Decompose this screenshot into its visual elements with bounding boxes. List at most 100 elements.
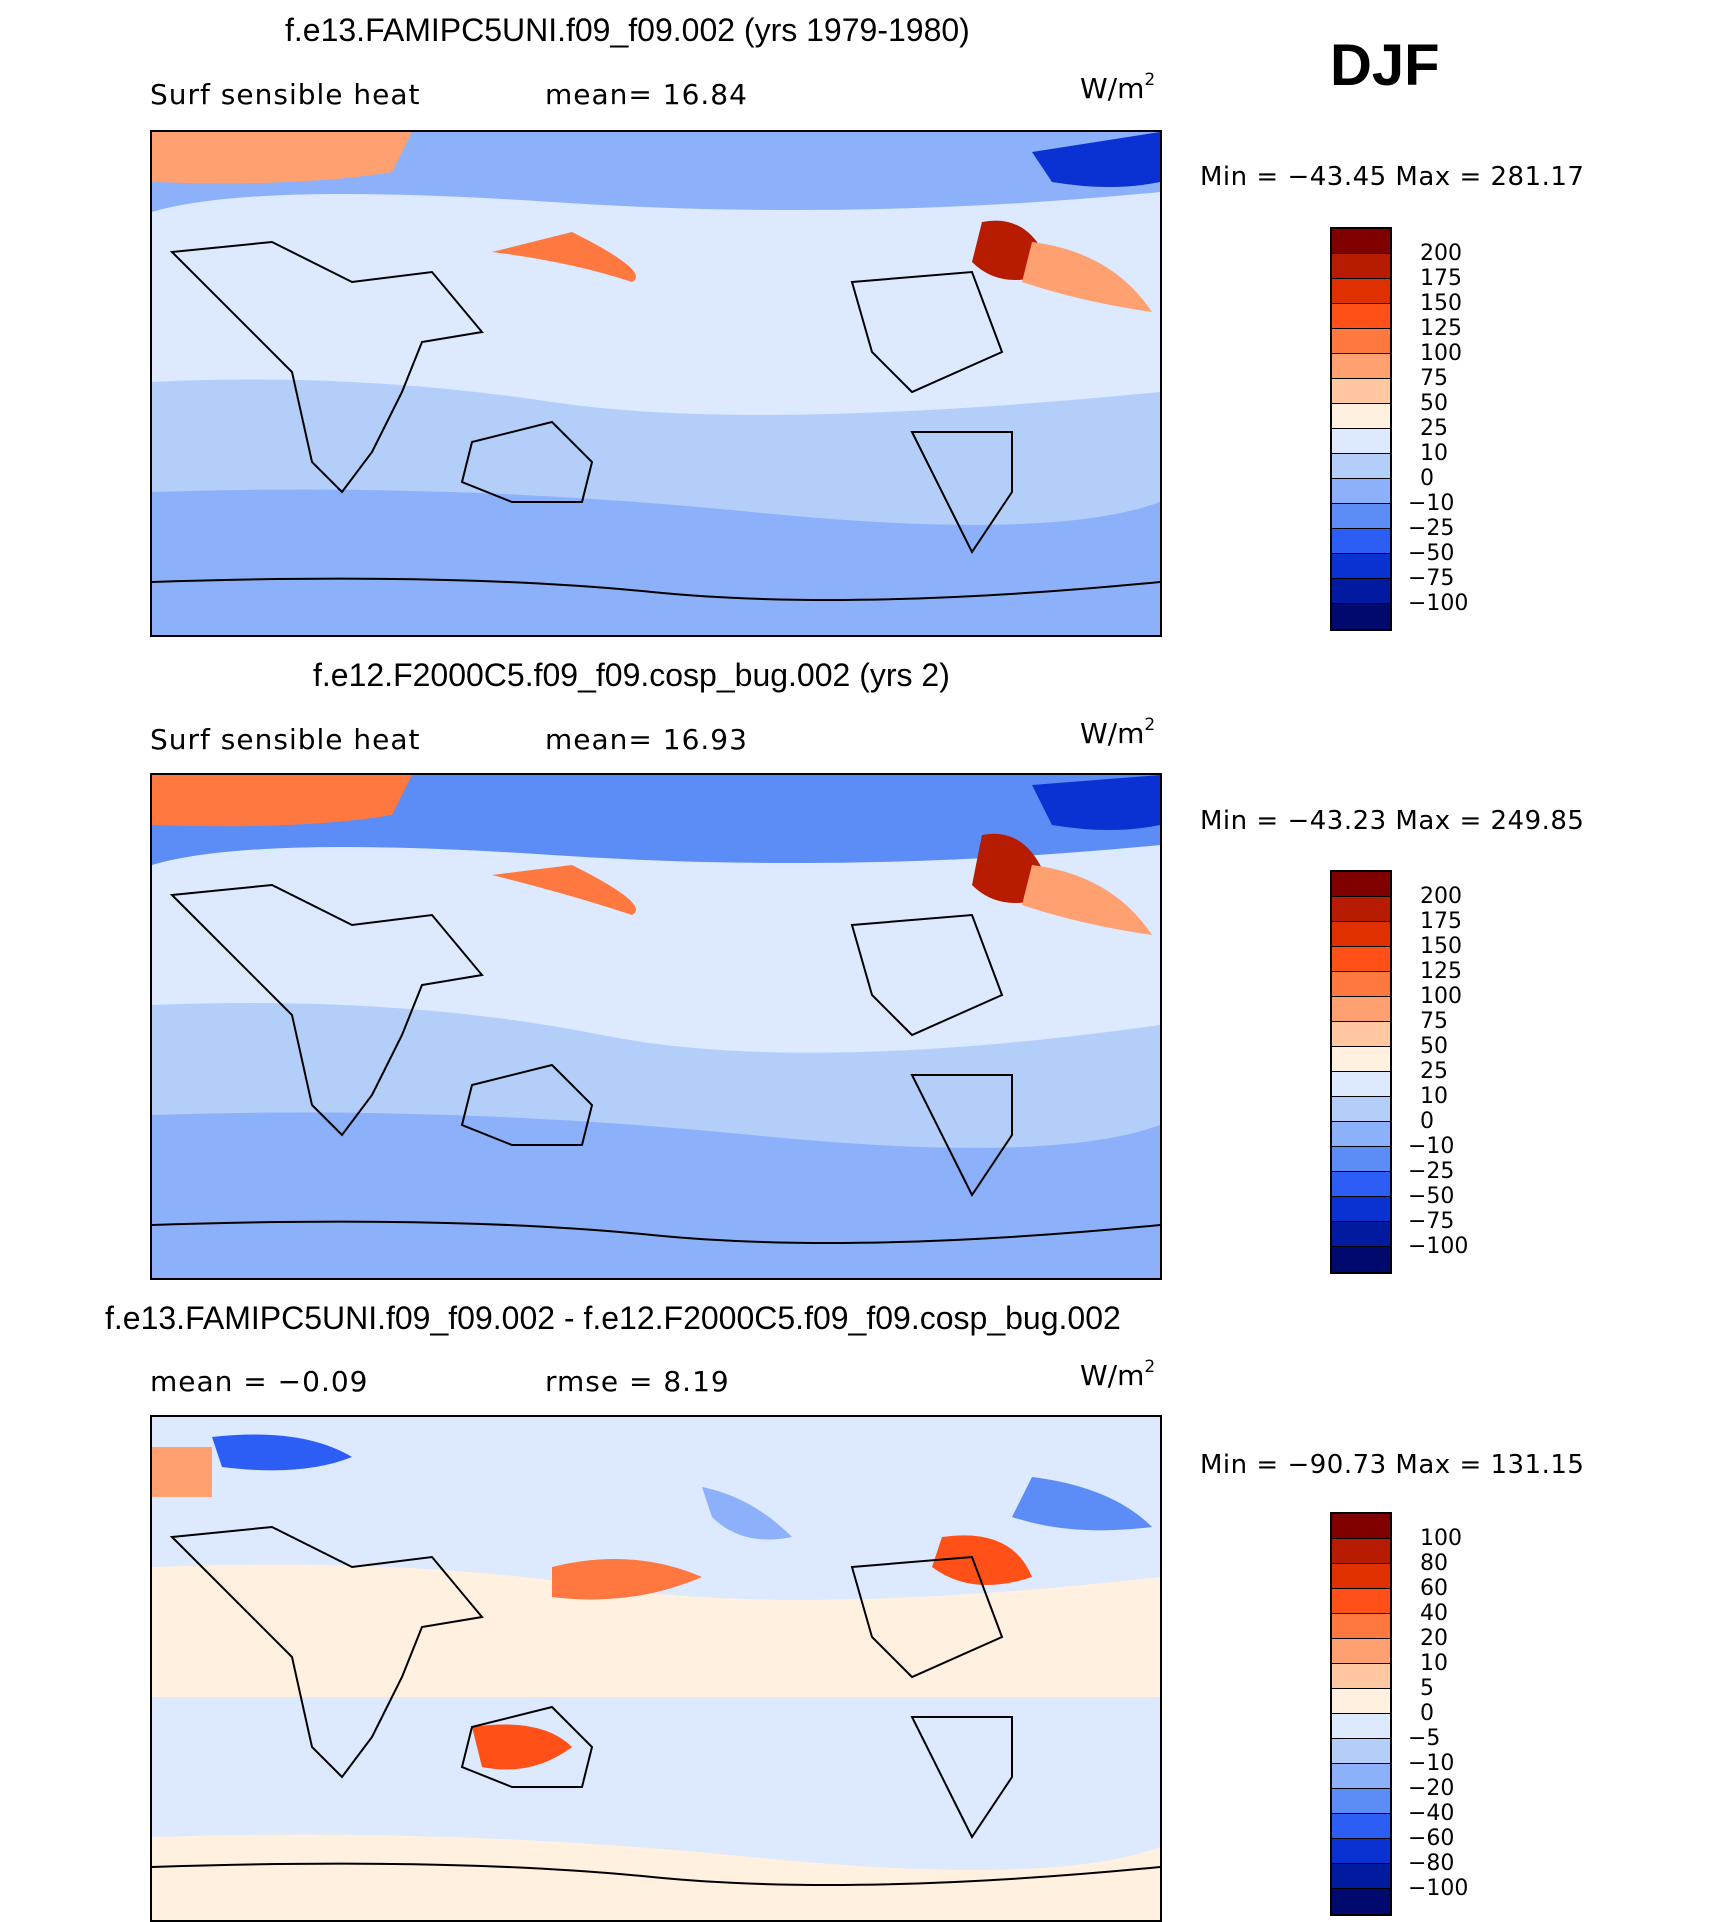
colorbar-3-tick-label: −80 [1408, 1851, 1455, 1876]
cbar-1-seg [1332, 504, 1390, 529]
ocean-field [152, 132, 1160, 635]
colorbar-2-tick-label: 175 [1420, 909, 1462, 934]
colorbar-1-tick-label: −75 [1408, 566, 1455, 591]
cbar-3-seg [1332, 1689, 1390, 1714]
colorbar-2-tick-label: 10 [1420, 1084, 1448, 1109]
colorbar-1-tick-label: 0 [1420, 466, 1434, 491]
cbar-2-seg [1332, 1047, 1390, 1072]
cbar-3-seg [1332, 1789, 1390, 1814]
coastlines [152, 883, 1160, 1244]
cbar-3-seg [1332, 1814, 1390, 1839]
colorbar-3-tick-label: −100 [1408, 1876, 1469, 1901]
colorbar-3-tick-label: 100 [1420, 1526, 1462, 1551]
cbar-1-seg [1332, 379, 1390, 404]
cbar-3-seg [1332, 1639, 1390, 1664]
panel-2-title: f.e12.F2000C5.f09_f09.cosp_bug.002 (yrs … [313, 657, 950, 693]
cbar-3-seg [1332, 1564, 1390, 1589]
cbar-1-seg [1332, 279, 1390, 304]
cbar-1-seg [1332, 404, 1390, 429]
cbar-1-seg [1332, 529, 1390, 554]
cbar-2-seg [1332, 947, 1390, 972]
panel-1-unit: W/m2 [1080, 70, 1156, 105]
colorbar-1-tick-label: −10 [1408, 491, 1455, 516]
panel-1-variable-label: Surf sensible heat [150, 78, 421, 111]
cbar-1-seg [1332, 304, 1390, 329]
cbar-2-seg [1332, 1147, 1390, 1172]
colorbar-2-tick-label: 50 [1420, 1034, 1448, 1059]
panel-2-colorbar [1330, 870, 1392, 1274]
colorbar-1-tick-label: 200 [1420, 241, 1462, 266]
panel-2-mean-label: mean= 16.93 [545, 723, 748, 756]
cbar-3-seg [1332, 1514, 1390, 1539]
panel-3-unit: W/m2 [1080, 1357, 1156, 1392]
panel-1-map [150, 130, 1162, 637]
colorbar-3-tick-label: 80 [1420, 1551, 1448, 1576]
colorbar-3-tick-label: −20 [1408, 1776, 1455, 1801]
cbar-2-seg [1332, 1222, 1390, 1247]
cbar-3-seg [1332, 1664, 1390, 1689]
colorbar-1-tick-label: 125 [1420, 316, 1462, 341]
cbar-3-seg [1332, 1714, 1390, 1739]
panel-3-mean-label: mean = −0.09 [150, 1365, 369, 1398]
season-label: DJF [1330, 33, 1440, 98]
colorbar-1-tick-label: −100 [1408, 591, 1469, 616]
colorbar-2-tick-label: 150 [1420, 934, 1462, 959]
cbar-2-seg [1332, 997, 1390, 1022]
colorbar-3-tick-label: 40 [1420, 1601, 1448, 1626]
colorbar-2-tick-label: −25 [1408, 1159, 1455, 1184]
colorbar-2-tick-label: 200 [1420, 884, 1462, 909]
colorbar-1-tick-label: 25 [1420, 416, 1448, 441]
colorbar-2-tick-label: 0 [1420, 1109, 1434, 1134]
colorbar-2-tick-label: −10 [1408, 1134, 1455, 1159]
cbar-3-seg [1332, 1839, 1390, 1864]
cbar-2-seg [1332, 1197, 1390, 1222]
cbar-3-seg [1332, 1764, 1390, 1789]
cbar-2-seg [1332, 922, 1390, 947]
colorbar-1-tick-label: 10 [1420, 441, 1448, 466]
colorbar-3-tick-label: 20 [1420, 1626, 1448, 1651]
panel-1-minmax: Min = −43.45 Max = 281.17 [1200, 162, 1585, 192]
colorbar-1-tick-label: 50 [1420, 391, 1448, 416]
colorbar-2-tick-label: −75 [1408, 1209, 1455, 1234]
colorbar-3-tick-label: 5 [1420, 1676, 1434, 1701]
colorbar-2-tick-label: −100 [1408, 1234, 1469, 1259]
cbar-1-seg [1332, 254, 1390, 279]
colorbar-2-tick-label: 100 [1420, 984, 1462, 1009]
cbar-2-seg [1332, 1097, 1390, 1122]
cbar-2-seg [1332, 1172, 1390, 1197]
colorbar-3-tick-label: −60 [1408, 1826, 1455, 1851]
colorbar-1-tick-label: 175 [1420, 266, 1462, 291]
cbar-2-seg [1332, 872, 1390, 897]
cbar-1-seg [1332, 354, 1390, 379]
cbar-3-seg [1332, 1864, 1390, 1889]
colorbar-3-tick-label: 60 [1420, 1576, 1448, 1601]
cbar-2-seg [1332, 972, 1390, 997]
colorbar-3-tick-label: −40 [1408, 1801, 1455, 1826]
colorbar-3-tick-label: 0 [1420, 1701, 1434, 1726]
panel-3-minmax: Min = −90.73 Max = 131.15 [1200, 1450, 1585, 1480]
colorbar-2-tick-label: 125 [1420, 959, 1462, 984]
cbar-1-seg [1332, 479, 1390, 504]
colorbar-2-tick-label: 25 [1420, 1059, 1448, 1084]
cbar-1-seg [1332, 229, 1390, 254]
panel-3-colorbar [1330, 1512, 1392, 1916]
colorbar-1-tick-label: −25 [1408, 516, 1455, 541]
cbar-3-seg [1332, 1539, 1390, 1564]
coastlines [152, 240, 1160, 601]
difference-field [152, 1417, 1160, 1920]
colorbar-1-tick-label: −50 [1408, 541, 1455, 566]
panel-3-map [150, 1415, 1162, 1922]
cbar-2-seg [1332, 1022, 1390, 1047]
cbar-3-seg [1332, 1739, 1390, 1764]
cbar-1-seg [1332, 604, 1390, 629]
panel-3-title: f.e13.FAMIPC5UNI.f09_f09.002 - f.e12.F20… [105, 1300, 1121, 1336]
cbar-3-seg [1332, 1614, 1390, 1639]
colorbar-2-tick-label: −50 [1408, 1184, 1455, 1209]
colorbar-1-tick-label: 150 [1420, 291, 1462, 316]
colorbar-1-tick-label: 75 [1420, 366, 1448, 391]
colorbar-3-tick-label: 10 [1420, 1651, 1448, 1676]
cbar-2-seg [1332, 1072, 1390, 1097]
coastlines [152, 1525, 1160, 1886]
panel-2-map [150, 773, 1162, 1280]
panel-2-variable-label: Surf sensible heat [150, 723, 421, 756]
